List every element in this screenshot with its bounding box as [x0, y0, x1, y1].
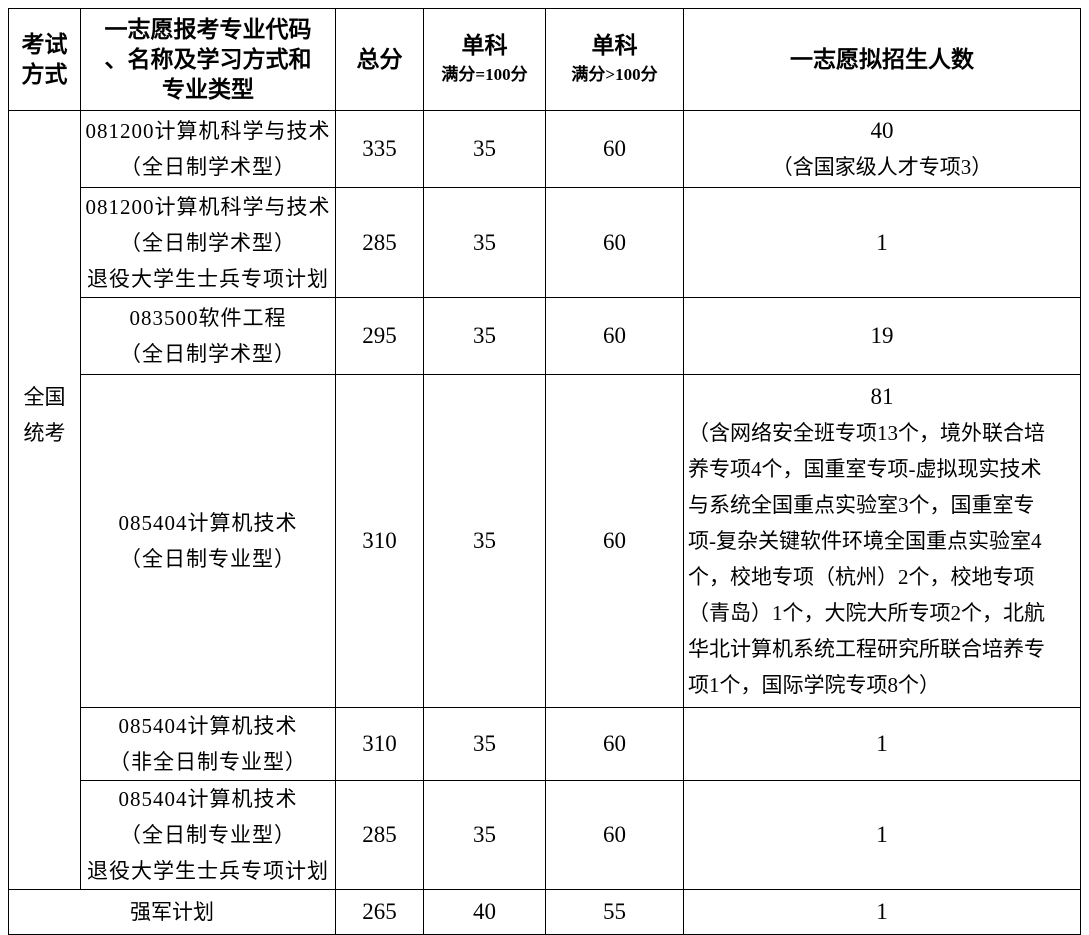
single-100-score: 35	[423, 707, 546, 781]
header-total: 总分	[335, 8, 424, 111]
single-gt100-score: 60	[545, 707, 684, 781]
footer-row: 强军计划 265 40 55 1	[8, 889, 1081, 935]
single-100-score: 35	[423, 110, 546, 188]
single-100-score: 35	[423, 374, 546, 708]
table-row: 081200计算机科学与技术 （全日制学术型） 退役大学生士兵专项计划 285 35 60…	[9, 187, 1081, 298]
total-score: 335	[335, 110, 424, 188]
table-row: 085404计算机技术 （全日制专业型） 310 35 60 81 （含网络安全班专项13个…	[9, 374, 1081, 708]
single-100-score: 40	[423, 889, 546, 935]
major-cell: 085404计算机技术 （全日制专业型） 退役大学生士兵专项计划	[80, 780, 336, 890]
table-row: 085404计算机技术 （非全日制专业型） 310 35 60 1	[9, 707, 1081, 781]
header-exam-mode: 考试 方式	[8, 8, 81, 111]
total-score: 265	[335, 889, 424, 935]
header-single-100: 单科 满分=100分	[423, 8, 546, 111]
header-major: 一志愿报考专业代码 、名称及学习方式和 专业类型	[80, 8, 336, 111]
admission-score-table: 考试 方式 一志愿报考专业代码 、名称及学习方式和 专业类型 总分 单科 满分=100分…	[8, 8, 1081, 935]
header-quota: 一志愿拟招生人数	[683, 8, 1081, 111]
quota-cell: 40 （含国家级人才专项3）	[683, 110, 1081, 188]
major-cell: 083500软件工程 （全日制学术型）	[80, 297, 336, 375]
major-cell: 081200计算机科学与技术 （全日制学术型） 退役大学生士兵专项计划	[80, 187, 336, 298]
single-gt100-score: 60	[545, 187, 684, 298]
total-score: 310	[335, 707, 424, 781]
header-single-gt100: 单科 满分>100分	[545, 8, 684, 111]
single-gt100-score: 60	[545, 780, 684, 890]
quota-cell: 19	[683, 297, 1081, 375]
single-gt100-score: 55	[545, 889, 684, 935]
single-gt100-score: 60	[545, 110, 684, 188]
single-100-score: 35	[423, 780, 546, 890]
single-gt100-score: 60	[545, 297, 684, 375]
quota: 1	[683, 889, 1081, 935]
table-row: 085404计算机技术 （全日制专业型） 退役大学生士兵专项计划 285 35 60 1	[9, 780, 1081, 890]
exam-mode-cell: 全国 统考	[8, 110, 81, 890]
footer-label: 强军计划	[8, 889, 336, 935]
total-score: 295	[335, 297, 424, 375]
single-100-score: 35	[423, 297, 546, 375]
total-score: 285	[335, 187, 424, 298]
quota-cell: 1	[683, 780, 1081, 890]
quota-cell: 1	[683, 187, 1081, 298]
quota-cell: 1	[683, 707, 1081, 781]
major-cell: 085404计算机技术 （非全日制专业型）	[80, 707, 336, 781]
major-cell: 085404计算机技术 （全日制专业型）	[80, 374, 336, 708]
table-row: 083500软件工程 （全日制学术型） 295 35 60 19	[9, 297, 1081, 375]
single-gt100-score: 60	[545, 374, 684, 708]
table-row: 全国 统考 081200计算机科学与技术 （全日制学术型） 335 35 60 40 （含国家级…	[8, 110, 1081, 890]
header-row: 考试 方式 一志愿报考专业代码 、名称及学习方式和 专业类型 总分 单科 满分=100分…	[8, 8, 1081, 111]
total-score: 310	[335, 374, 424, 708]
major-cell: 081200计算机科学与技术 （全日制学术型）	[80, 110, 336, 188]
quota-cell: 81 （含网络安全班专项13个，境外联合培 养专项4个，国重室专项-虚拟现实技术 与系…	[683, 374, 1081, 708]
single-100-score: 35	[423, 187, 546, 298]
total-score: 285	[335, 780, 424, 890]
